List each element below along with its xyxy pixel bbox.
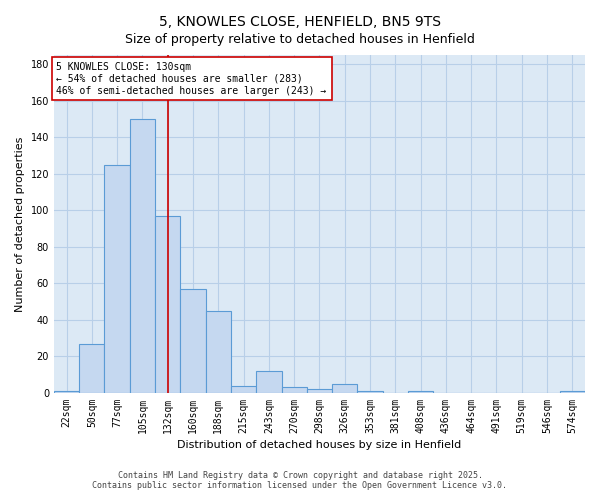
- Bar: [155, 216, 181, 393]
- Bar: [130, 119, 155, 393]
- Bar: [206, 310, 231, 393]
- Bar: [181, 289, 206, 393]
- Bar: [281, 388, 307, 393]
- Bar: [332, 384, 358, 393]
- Y-axis label: Number of detached properties: Number of detached properties: [15, 136, 25, 312]
- Bar: [307, 390, 332, 393]
- Bar: [408, 391, 433, 393]
- Bar: [358, 391, 383, 393]
- Text: Size of property relative to detached houses in Henfield: Size of property relative to detached ho…: [125, 32, 475, 46]
- Bar: [231, 386, 256, 393]
- Bar: [104, 164, 130, 393]
- Bar: [54, 391, 79, 393]
- Text: 5, KNOWLES CLOSE, HENFIELD, BN5 9TS: 5, KNOWLES CLOSE, HENFIELD, BN5 9TS: [159, 15, 441, 29]
- Text: 5 KNOWLES CLOSE: 130sqm
← 54% of detached houses are smaller (283)
46% of semi-d: 5 KNOWLES CLOSE: 130sqm ← 54% of detache…: [56, 62, 326, 96]
- Bar: [79, 344, 104, 393]
- Text: Contains HM Land Registry data © Crown copyright and database right 2025.
Contai: Contains HM Land Registry data © Crown c…: [92, 470, 508, 490]
- Bar: [256, 371, 281, 393]
- X-axis label: Distribution of detached houses by size in Henfield: Distribution of detached houses by size …: [178, 440, 461, 450]
- Bar: [560, 391, 585, 393]
